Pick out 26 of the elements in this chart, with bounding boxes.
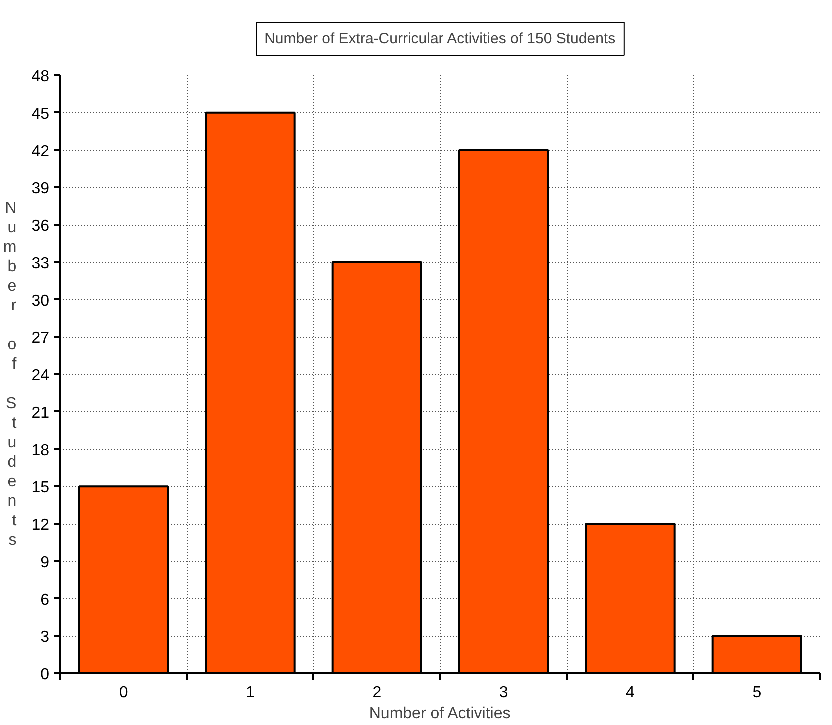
y-tick-label: 24: [32, 368, 50, 384]
y-tick-label: 9: [40, 554, 50, 572]
x-tick-label: 5: [752, 684, 762, 702]
y-tick-label: 45: [32, 106, 50, 123]
y-tick-label: 21: [32, 404, 50, 422]
chart-title: Number of Extra-Curricular Activities of 150 Students: [264, 30, 616, 48]
x-tick-label: 1: [246, 684, 256, 702]
x-tick-label: 4: [626, 684, 636, 702]
x-axis-title: Number of Activities: [369, 706, 511, 722]
y-tick-label: 15: [32, 480, 50, 497]
y-tick-label: 48: [32, 68, 50, 86]
y-tick-label: 36: [32, 218, 50, 235]
y-tick-label: 39: [32, 180, 50, 198]
text: Number of Students: [3, 200, 17, 550]
y-tick-label: 0: [40, 666, 50, 684]
y-tick-label: 33: [32, 255, 50, 272]
y-tick-label: 12: [32, 517, 50, 534]
y-tick-label: 30: [32, 292, 50, 310]
y-tick-label: 6: [40, 592, 50, 609]
y-tick-label: 27: [32, 330, 50, 348]
y-tick-label: 3: [40, 629, 50, 646]
y-tick-label: 18: [32, 442, 50, 460]
x-tick-label: 0: [119, 684, 128, 702]
x-tick-label: 3: [499, 684, 508, 702]
x-tick-label: 2: [372, 684, 382, 702]
y-tick-label: 42: [32, 143, 50, 160]
